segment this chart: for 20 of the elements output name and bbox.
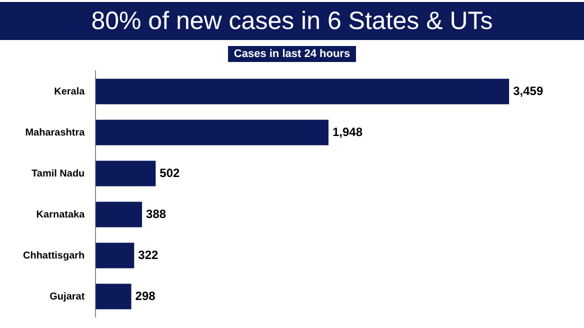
chart-title: 80% of new cases in 6 States & UTs: [0, 2, 584, 40]
bar: [96, 242, 134, 268]
y-tick-label: Karnataka: [36, 209, 86, 220]
data-label: 502: [160, 166, 180, 180]
data-label: 3,459: [513, 84, 544, 98]
data-label: 388: [146, 206, 166, 221]
y-tick-label: Gujarat: [50, 291, 86, 302]
bar: [96, 78, 510, 104]
data-label: 1,948: [332, 124, 363, 139]
bar: [96, 120, 328, 146]
data-label: 322: [138, 248, 159, 262]
chart-subtitle: Cases in last 24 hours: [228, 46, 356, 62]
bar: [96, 202, 142, 228]
y-tick-label: Tamil Nadu: [32, 168, 85, 180]
y-tick-label: Kerala: [54, 86, 86, 98]
bar: [96, 160, 156, 186]
y-tick-label: Chhattisgarh: [23, 250, 85, 262]
data-label: 298: [135, 288, 156, 303]
y-tick-label: Maharashtra: [25, 127, 86, 138]
bar: [96, 284, 132, 310]
